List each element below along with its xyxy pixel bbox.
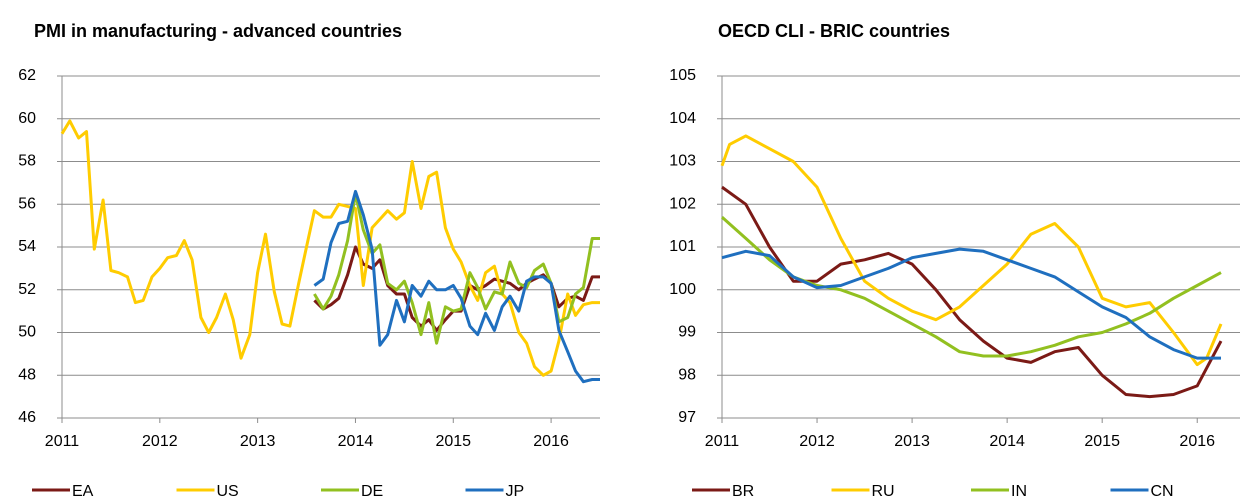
legend-label: JP [506, 483, 525, 500]
y-tick-label: 54 [18, 238, 36, 255]
y-tick-label: 103 [669, 153, 696, 170]
series-line [313, 189, 600, 384]
x-tick-label: 2016 [533, 433, 569, 450]
x-tick-label: 2014 [338, 433, 374, 450]
series-line [60, 119, 600, 377]
x-tick-label: 2012 [799, 433, 835, 450]
x-tick-label: 2011 [705, 433, 740, 450]
legend-label: BR [732, 483, 754, 500]
x-tick-label: 2012 [142, 433, 178, 450]
y-tick-label: 58 [18, 153, 36, 170]
x-tick-label: 2014 [989, 433, 1025, 450]
chart-title: OECD CLI - BRIC countries [718, 21, 950, 41]
series-line [721, 247, 1221, 360]
y-tick-label: 101 [669, 238, 696, 255]
y-tick-label: 99 [678, 324, 696, 341]
x-tick-label: 2013 [240, 433, 276, 450]
chart-title: PMI in manufacturing - advanced countrie… [34, 21, 402, 41]
x-tick-label: 2011 [45, 433, 80, 450]
y-tick-label: 98 [678, 366, 696, 383]
y-tick-label: 50 [18, 324, 36, 341]
series-line [720, 134, 1223, 367]
series-line [721, 185, 1223, 399]
x-tick-label: 2013 [894, 433, 930, 450]
legend-label: EA [72, 483, 94, 500]
x-tick-label: 2015 [435, 433, 471, 450]
y-tick-label: 56 [18, 195, 36, 212]
y-tick-label: 97 [678, 409, 696, 426]
y-tick-label: 62 [18, 67, 36, 84]
y-tick-label: 48 [18, 366, 36, 383]
y-tick-label: 105 [669, 67, 696, 84]
y-tick-label: 102 [669, 195, 696, 212]
legend-label: RU [872, 483, 895, 500]
y-tick-label: 104 [669, 110, 696, 127]
x-tick-label: 2015 [1084, 433, 1120, 450]
x-tick-label: 2016 [1179, 433, 1215, 450]
y-tick-label: 60 [18, 110, 36, 127]
y-tick-label: 46 [18, 409, 36, 426]
legend-label: IN [1011, 483, 1027, 500]
legend-label: CN [1151, 483, 1174, 500]
legend-label: US [217, 483, 239, 500]
legend-label: DE [361, 483, 383, 500]
y-tick-label: 52 [18, 281, 36, 298]
y-tick-label: 100 [669, 281, 696, 298]
